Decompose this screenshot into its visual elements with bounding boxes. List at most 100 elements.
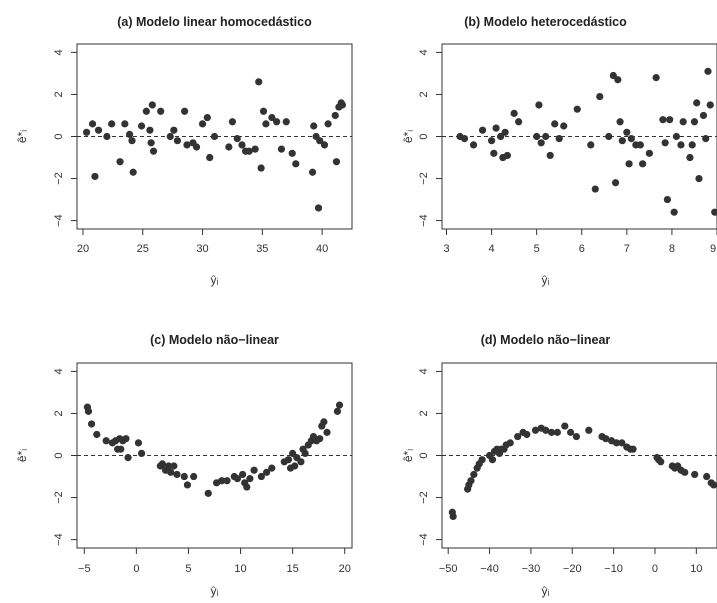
y-tick-label: −4 bbox=[418, 214, 430, 227]
data-point bbox=[618, 439, 626, 447]
data-point bbox=[661, 139, 669, 147]
data-point bbox=[137, 449, 146, 457]
data-point bbox=[165, 462, 173, 470]
x-tick-label: −30 bbox=[522, 563, 541, 575]
data-point bbox=[625, 160, 633, 168]
y-axis-label: ê*ᵢ bbox=[15, 130, 29, 143]
data-point bbox=[652, 74, 660, 82]
y-tick-label: 4 bbox=[418, 49, 430, 55]
panel-4: (d) Modelo não−linear−50 −40 −30 −20 −10 0 10−… bbox=[401, 333, 717, 598]
y-tick-label: −4 bbox=[53, 533, 65, 546]
data-point bbox=[170, 126, 178, 134]
data-point bbox=[704, 67, 712, 75]
data-point bbox=[573, 105, 581, 113]
data-point bbox=[204, 489, 212, 497]
data-point bbox=[245, 147, 253, 155]
data-point bbox=[497, 132, 505, 141]
data-point bbox=[158, 460, 167, 468]
data-point bbox=[487, 137, 496, 145]
data-point bbox=[706, 101, 714, 109]
data-point bbox=[636, 141, 644, 149]
data-point bbox=[292, 160, 300, 168]
y-tick-label: 2 bbox=[53, 410, 65, 416]
data-point bbox=[320, 418, 328, 426]
x-tick-label: −20 bbox=[563, 563, 582, 575]
data-point bbox=[523, 430, 531, 439]
data-point bbox=[255, 78, 263, 86]
data-point bbox=[166, 132, 174, 141]
y-tick-label: 4 bbox=[53, 368, 65, 374]
y-tick-label: 2 bbox=[418, 91, 430, 97]
data-point bbox=[663, 195, 672, 204]
data-point bbox=[537, 139, 545, 147]
data-point bbox=[460, 135, 469, 143]
x-axis-label: ŷᵢ bbox=[542, 273, 550, 287]
data-point bbox=[710, 481, 717, 489]
data-point bbox=[681, 468, 689, 476]
y-tick-label: −2 bbox=[418, 491, 430, 504]
data-point bbox=[686, 153, 694, 162]
x-tick-label: 25 bbox=[137, 243, 149, 255]
data-point bbox=[84, 407, 93, 415]
data-point bbox=[121, 120, 129, 128]
data-point bbox=[542, 426, 550, 434]
data-point bbox=[514, 432, 522, 441]
data-point bbox=[268, 113, 276, 122]
data-point bbox=[183, 141, 191, 149]
data-point bbox=[149, 147, 158, 155]
data-point bbox=[333, 407, 342, 415]
data-point bbox=[605, 132, 613, 141]
data-point bbox=[690, 118, 699, 126]
y-tick-label: 4 bbox=[418, 368, 430, 374]
data-point bbox=[268, 464, 276, 472]
y-axis-label: ê*ᵢ bbox=[15, 449, 29, 462]
x-tick-label: 5 bbox=[534, 243, 540, 255]
data-point bbox=[259, 107, 268, 115]
data-point bbox=[181, 107, 189, 115]
data-point bbox=[469, 141, 478, 149]
data-point bbox=[116, 158, 124, 166]
data-point bbox=[142, 107, 150, 115]
data-point bbox=[297, 458, 305, 466]
data-point bbox=[239, 470, 247, 479]
data-point bbox=[134, 439, 143, 447]
data-point bbox=[614, 76, 622, 84]
data-point bbox=[449, 512, 457, 521]
data-point bbox=[147, 139, 155, 147]
x-tick-label: 30 bbox=[196, 243, 208, 255]
chart-title: (a) Modelo linear homocedástico bbox=[117, 15, 312, 29]
data-point bbox=[627, 135, 635, 143]
data-point bbox=[108, 120, 116, 128]
y-tick-label: −4 bbox=[418, 533, 430, 546]
x-tick-label: 20 bbox=[339, 563, 351, 575]
y-tick-label: −2 bbox=[53, 491, 65, 504]
y-tick-label: −2 bbox=[418, 172, 430, 185]
data-point bbox=[173, 137, 182, 145]
data-point bbox=[612, 439, 621, 447]
x-tick-label: 40 bbox=[316, 243, 328, 255]
data-point bbox=[561, 422, 569, 430]
data-point bbox=[702, 135, 710, 143]
x-tick-label: 6 bbox=[579, 243, 585, 255]
data-point bbox=[711, 208, 717, 216]
data-point bbox=[677, 141, 685, 149]
data-point bbox=[478, 126, 487, 134]
data-point bbox=[338, 101, 347, 109]
data-point bbox=[273, 118, 281, 126]
data-point bbox=[146, 126, 154, 134]
y-tick-label: 2 bbox=[53, 91, 65, 97]
data-point bbox=[288, 149, 296, 157]
y-tick-label: 0 bbox=[418, 452, 430, 458]
data-point bbox=[203, 113, 211, 122]
data-point bbox=[609, 71, 617, 80]
x-tick-label: 9 bbox=[710, 243, 716, 255]
data-point bbox=[666, 116, 674, 124]
data-point bbox=[490, 149, 498, 157]
data-point bbox=[703, 472, 711, 481]
data-point bbox=[277, 145, 286, 153]
data-point bbox=[510, 109, 518, 117]
data-point bbox=[547, 428, 556, 436]
data-point bbox=[535, 101, 543, 109]
data-point bbox=[659, 116, 667, 124]
x-tick-label: −50 bbox=[439, 563, 458, 575]
